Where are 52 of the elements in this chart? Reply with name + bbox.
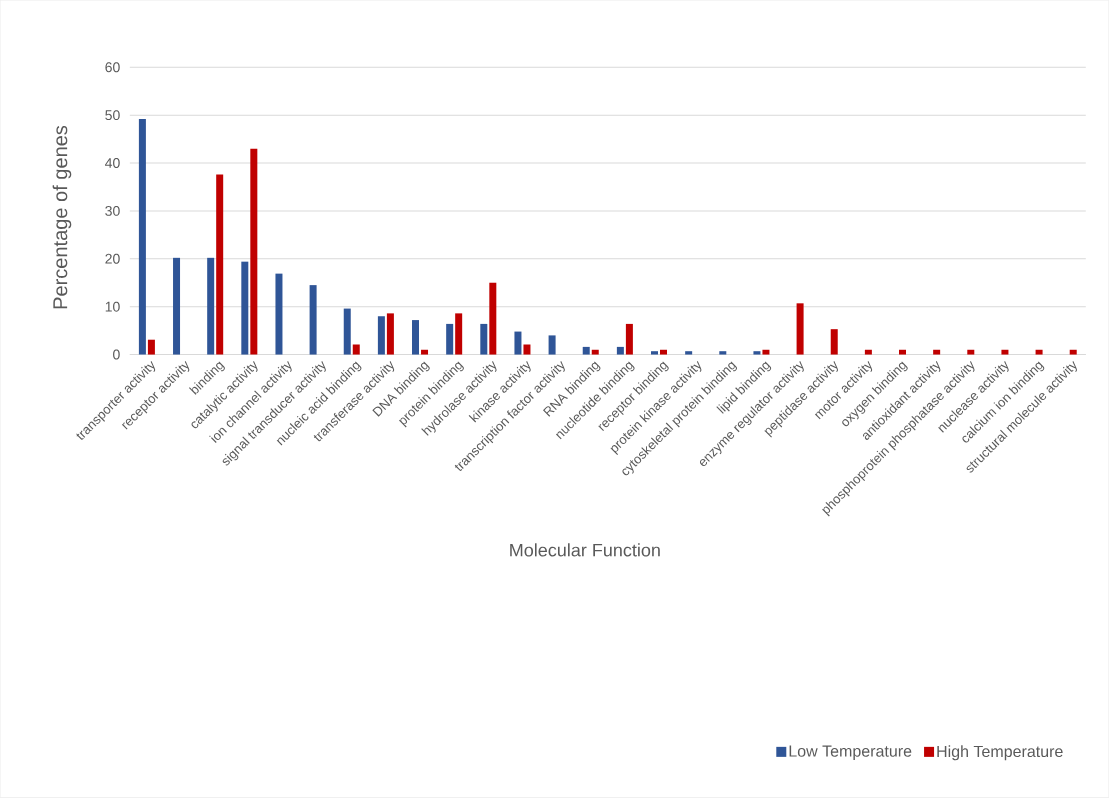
bar: [616, 347, 624, 355]
bar: [899, 349, 907, 355]
bar: [412, 320, 420, 355]
bar: [250, 148, 258, 355]
bar: [421, 349, 429, 355]
bar: [967, 349, 975, 355]
bar: [719, 351, 727, 355]
bar: [660, 349, 668, 355]
legend-label: Low Temperature: [789, 745, 912, 761]
bar: [173, 257, 181, 355]
bar: [241, 261, 249, 355]
bar: [1001, 349, 1009, 355]
bar: [207, 257, 215, 355]
y-tick-label: 0: [113, 349, 120, 360]
bar: [685, 351, 693, 355]
y-tick-label: 40: [105, 158, 120, 169]
bar: [651, 351, 659, 355]
bar: [480, 324, 488, 355]
bar: [352, 344, 360, 355]
y-axis-title: Percentage of genes: [52, 126, 72, 309]
bar: [309, 285, 317, 355]
bar: [446, 324, 454, 355]
bar: [343, 308, 351, 355]
y-tick-label: 30: [105, 206, 120, 217]
bar: [489, 282, 497, 355]
bar: [514, 331, 522, 355]
bar: [864, 349, 872, 355]
y-tick-label: 20: [105, 253, 120, 264]
y-tick-label: 10: [105, 301, 120, 312]
bar: [455, 313, 463, 355]
y-tick-label: 60: [105, 62, 120, 73]
bar: [933, 349, 941, 355]
bar: [138, 119, 146, 355]
bar: [762, 349, 770, 355]
bar: [216, 174, 224, 355]
bar: [625, 324, 633, 355]
bar: [591, 349, 599, 355]
bar: [275, 273, 283, 355]
bar: [523, 344, 531, 355]
bar: [548, 335, 556, 355]
legend-label: High Temperature: [937, 745, 1063, 761]
x-axis-title: Molecular Function: [510, 543, 660, 557]
bar: [377, 316, 385, 355]
bar: [147, 339, 155, 355]
bar: [582, 347, 590, 355]
bar: [1035, 349, 1043, 355]
bar: [830, 329, 838, 355]
y-tick-label: 50: [105, 110, 120, 121]
bar: [386, 313, 394, 355]
bar: [796, 303, 804, 355]
bar: [1069, 349, 1077, 355]
bar: [753, 351, 761, 355]
